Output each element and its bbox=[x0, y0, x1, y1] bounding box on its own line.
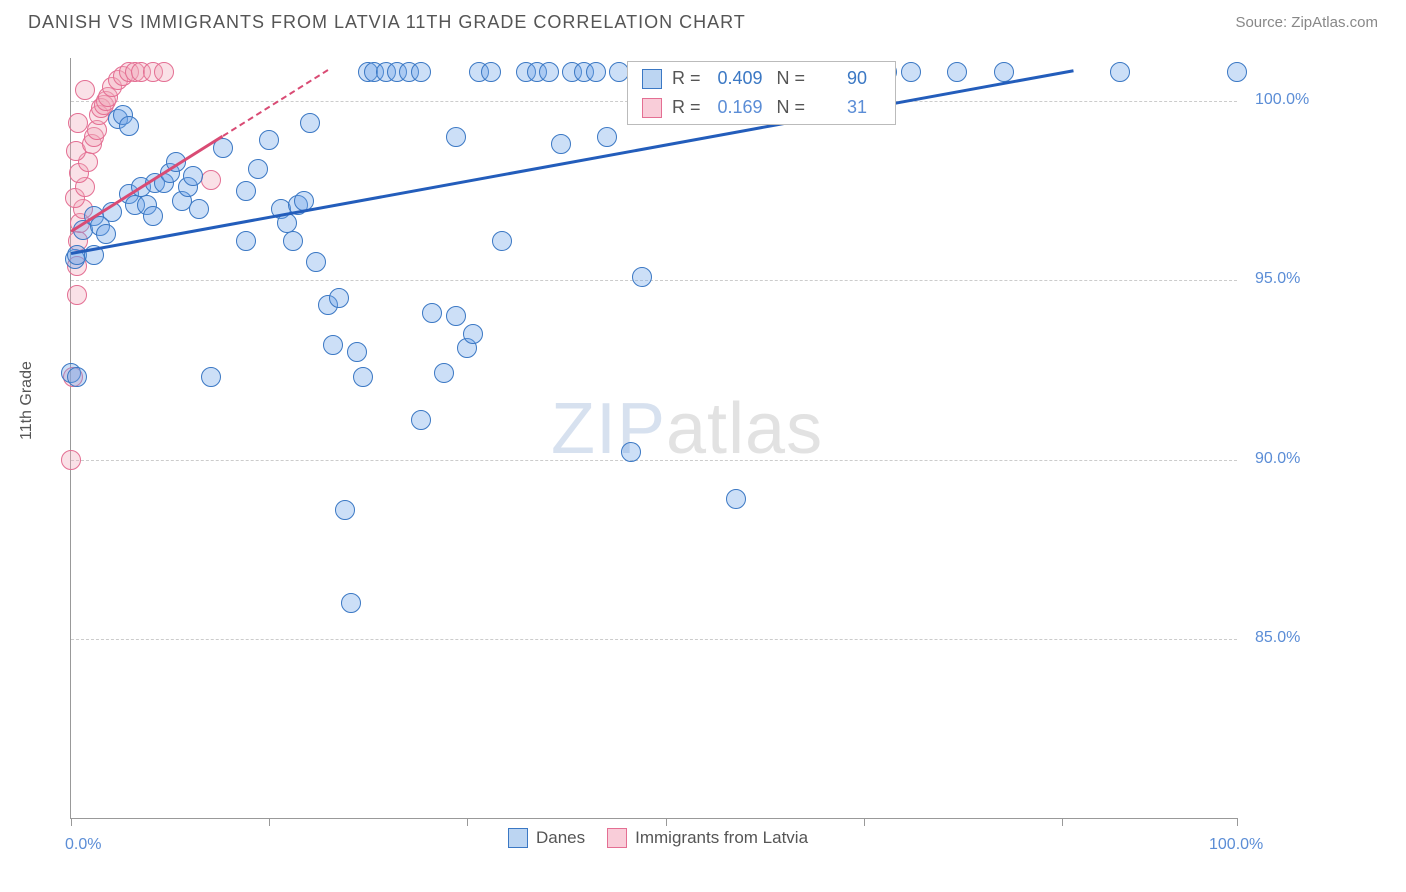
scatter-plot-area: ZIPatlas 85.0%90.0%95.0%100.0%0.0%100.0%… bbox=[70, 58, 1237, 819]
data-point bbox=[492, 231, 512, 251]
data-point bbox=[259, 130, 279, 150]
y-tick-label: 100.0% bbox=[1255, 91, 1309, 109]
legend-swatch bbox=[607, 828, 627, 848]
data-point bbox=[96, 224, 116, 244]
x-tick bbox=[666, 818, 667, 826]
data-point bbox=[61, 450, 81, 470]
stats-text: R = bbox=[672, 97, 701, 118]
data-point bbox=[329, 288, 349, 308]
watermark: ZIPatlas bbox=[551, 388, 823, 470]
stats-text: R = bbox=[672, 68, 701, 89]
legend-item: Danes bbox=[508, 828, 585, 848]
data-point bbox=[347, 342, 367, 362]
legend: Danes Immigrants from Latvia bbox=[508, 828, 830, 848]
data-point bbox=[143, 206, 163, 226]
watermark-zip: ZIP bbox=[551, 389, 666, 469]
stats-row: R = 0.409 N =90 bbox=[628, 64, 895, 93]
x-tick bbox=[1062, 818, 1063, 826]
data-point bbox=[632, 267, 652, 287]
data-point bbox=[248, 159, 268, 179]
gridline bbox=[71, 639, 1237, 640]
gridline bbox=[71, 280, 1237, 281]
stats-text: 0.169 bbox=[707, 97, 763, 118]
data-point bbox=[335, 500, 355, 520]
series-swatch bbox=[642, 98, 662, 118]
data-point bbox=[201, 170, 221, 190]
data-point bbox=[283, 231, 303, 251]
chart-title: DANISH VS IMMIGRANTS FROM LATVIA 11TH GR… bbox=[28, 12, 746, 33]
stats-text: 0.409 bbox=[707, 68, 763, 89]
x-tick bbox=[467, 818, 468, 826]
x-tick-label: 100.0% bbox=[1209, 836, 1263, 854]
data-point bbox=[994, 62, 1014, 82]
y-tick-label: 85.0% bbox=[1255, 629, 1300, 647]
stats-box: R = 0.409 N =90 R = 0.169 N =31 bbox=[627, 61, 896, 125]
series-swatch bbox=[642, 69, 662, 89]
data-point bbox=[597, 127, 617, 147]
x-tick-label: 0.0% bbox=[65, 836, 101, 854]
data-point bbox=[353, 367, 373, 387]
data-point bbox=[586, 62, 606, 82]
data-point bbox=[75, 80, 95, 100]
x-tick bbox=[1237, 818, 1238, 826]
data-point bbox=[901, 62, 921, 82]
data-point bbox=[411, 62, 431, 82]
data-point bbox=[323, 335, 343, 355]
data-point bbox=[446, 306, 466, 326]
watermark-atlas: atlas bbox=[666, 389, 823, 469]
data-point bbox=[422, 303, 442, 323]
data-point bbox=[551, 134, 571, 154]
data-point bbox=[481, 62, 501, 82]
data-point bbox=[1227, 62, 1247, 82]
stats-text: 31 bbox=[811, 97, 867, 118]
data-point bbox=[446, 127, 466, 147]
x-tick bbox=[269, 818, 270, 826]
data-point bbox=[183, 166, 203, 186]
data-point bbox=[67, 367, 87, 387]
data-point bbox=[189, 199, 209, 219]
data-point bbox=[539, 62, 559, 82]
stats-text: N = bbox=[777, 97, 806, 118]
data-point bbox=[947, 62, 967, 82]
stats-row: R = 0.169 N =31 bbox=[628, 93, 895, 122]
data-point bbox=[434, 363, 454, 383]
data-point bbox=[341, 593, 361, 613]
data-point bbox=[236, 231, 256, 251]
data-point bbox=[726, 489, 746, 509]
data-point bbox=[154, 62, 174, 82]
data-point bbox=[67, 285, 87, 305]
data-point bbox=[201, 367, 221, 387]
gridline bbox=[71, 460, 1237, 461]
legend-item: Immigrants from Latvia bbox=[607, 828, 808, 848]
y-tick-label: 90.0% bbox=[1255, 450, 1300, 468]
legend-swatch bbox=[508, 828, 528, 848]
data-point bbox=[463, 324, 483, 344]
legend-label: Danes bbox=[536, 828, 585, 848]
trend-line bbox=[71, 69, 1074, 255]
data-point bbox=[1110, 62, 1130, 82]
y-axis-label: 11th Grade bbox=[18, 361, 36, 440]
legend-label: Immigrants from Latvia bbox=[635, 828, 808, 848]
y-tick-label: 95.0% bbox=[1255, 270, 1300, 288]
data-point bbox=[306, 252, 326, 272]
source-attribution: Source: ZipAtlas.com bbox=[1235, 14, 1378, 31]
data-point bbox=[300, 113, 320, 133]
stats-text: 90 bbox=[811, 68, 867, 89]
data-point bbox=[236, 181, 256, 201]
x-tick bbox=[864, 818, 865, 826]
data-point bbox=[119, 116, 139, 136]
stats-text: N = bbox=[777, 68, 806, 89]
data-point bbox=[68, 113, 88, 133]
data-point bbox=[621, 442, 641, 462]
x-tick bbox=[71, 818, 72, 826]
data-point bbox=[411, 410, 431, 430]
